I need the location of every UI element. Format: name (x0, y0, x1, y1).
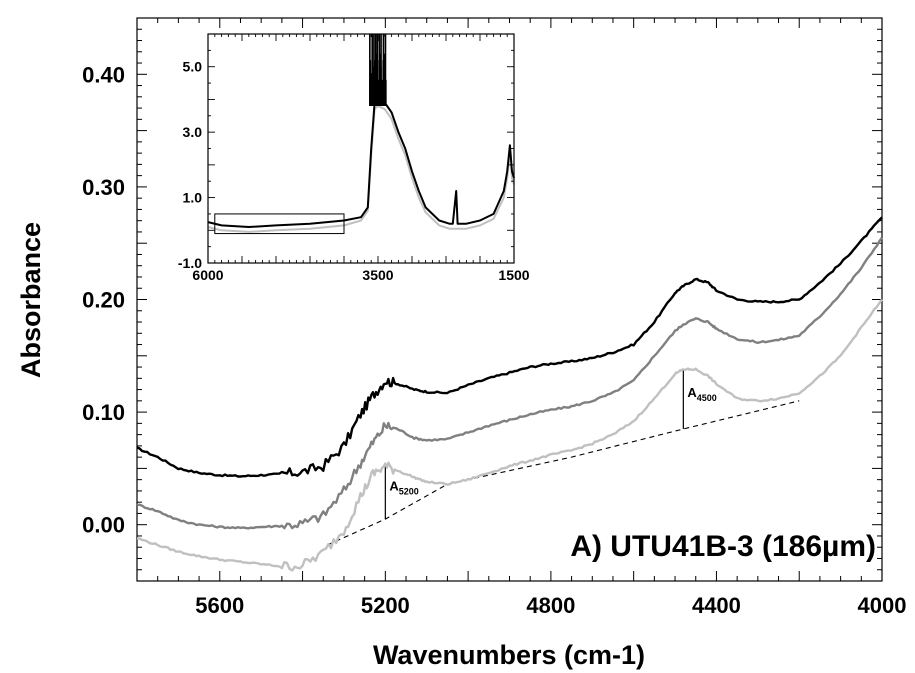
inset-spectrum-line (207, 105, 515, 233)
inset-x-tick-label: 3500 (362, 267, 393, 283)
main-axis-ticks (136, 17, 883, 582)
inset-x-tick-label: 1500 (498, 267, 529, 283)
inset-x-tick-label: 6000 (192, 267, 223, 283)
baseline-dashed (327, 400, 800, 546)
main-series-group (136, 216, 883, 572)
y-tick-label: 0.40 (82, 62, 125, 87)
spectrum-line (136, 298, 883, 572)
x-tick-label: 4400 (692, 593, 741, 618)
x-tick-label: 4000 (858, 593, 907, 618)
inset-plot-frame (207, 33, 515, 264)
inset-plot: 6000 3500 1500 -1.0 1.0 3.0 5.0 (178, 33, 530, 283)
main-plot: A5200 A4500 5600 5200 4800 4400 4000 0.00 0.10 0… (16, 17, 906, 670)
inset-y-tick-label: -1.0 (178, 255, 202, 271)
x-tick-label: 4800 (526, 593, 575, 618)
inset-highlight-box (214, 213, 345, 235)
x-tick-label: 5600 (195, 593, 244, 618)
y-tick-label: 0.00 (82, 513, 125, 538)
inset-y-tick-label: 3.0 (183, 124, 203, 140)
band-annotation: A4500 (687, 385, 716, 403)
main-baselines (327, 400, 800, 546)
main-tick-labels: 5600 5200 4800 4400 4000 0.00 0.10 0.20 0.30 0.40 (82, 62, 906, 618)
inset-tick-labels: 6000 3500 1500 -1.0 1.0 3.0 5.0 (178, 59, 530, 283)
y-axis-label: Absorbance (16, 222, 46, 378)
spectrum-line (136, 236, 883, 530)
x-axis-label: Wavenumbers (cm-1) (373, 640, 645, 670)
inset-background (208, 34, 514, 263)
y-tick-label: 0.20 (82, 288, 125, 313)
y-tick-label: 0.30 (82, 175, 125, 200)
panel-label: A) UTU41B-3 (186µm) (570, 530, 876, 563)
inset-series-group (207, 34, 515, 233)
spectrum-line (136, 216, 883, 478)
main-annotations: A5200 A4500 (384, 369, 717, 520)
inset-y-tick-label: 1.0 (183, 190, 203, 206)
inset-y-tick-label: 5.0 (183, 59, 203, 75)
x-tick-label: 5200 (361, 593, 410, 618)
y-tick-label: 0.10 (82, 400, 125, 425)
band-annotation: A5200 (389, 479, 418, 497)
